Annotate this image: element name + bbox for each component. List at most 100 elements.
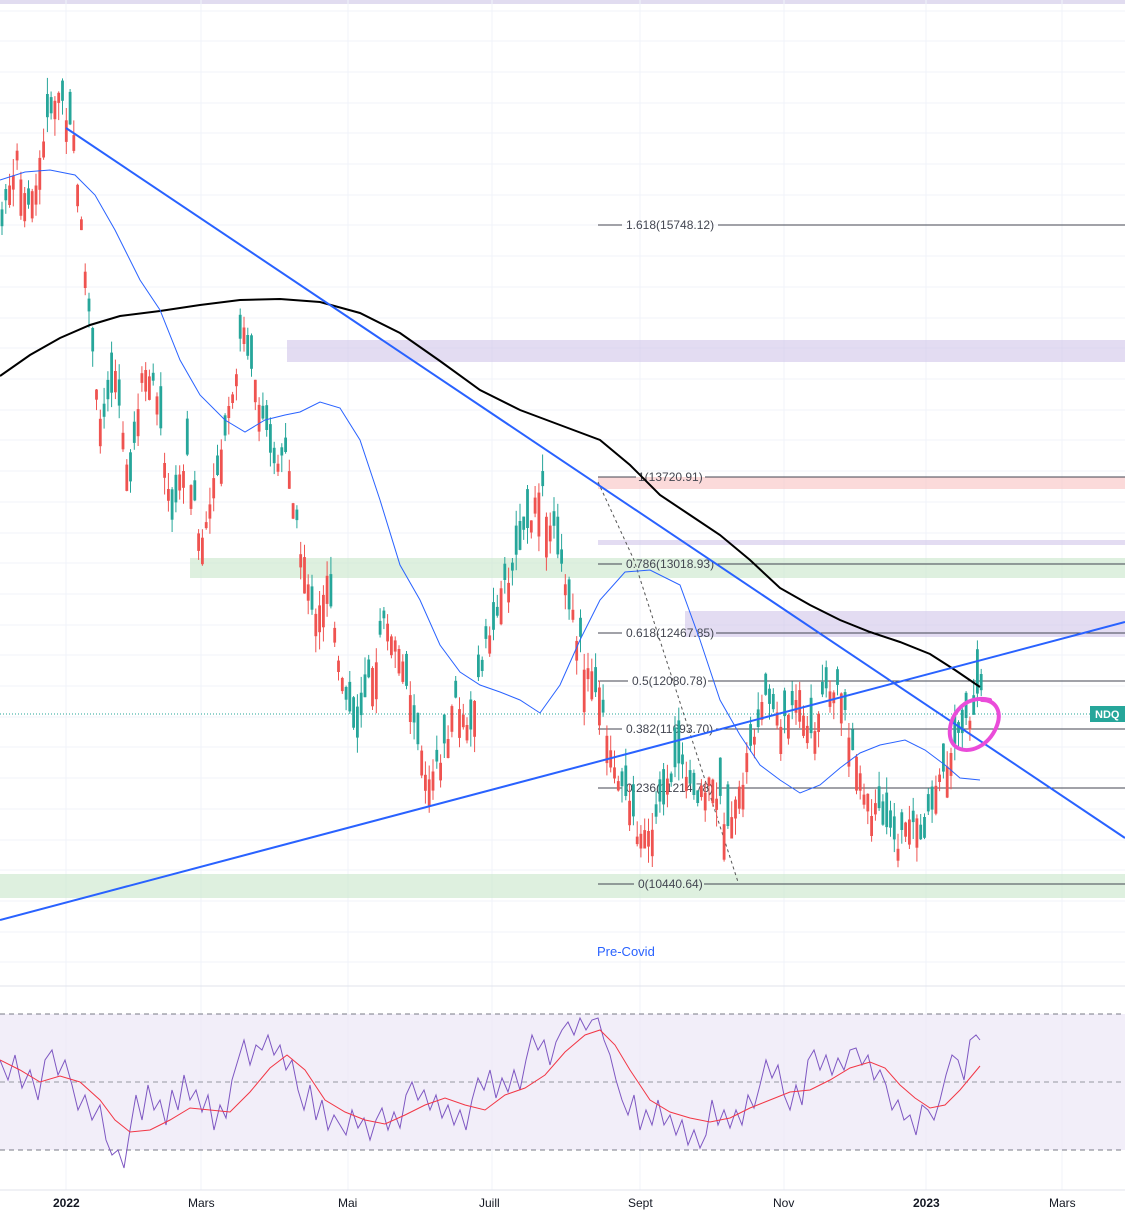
candle-body [817,713,820,732]
candle-body [545,516,548,558]
candle-body [896,848,900,861]
candle-body [851,729,855,751]
candle-body [72,135,76,151]
candle-body [454,680,458,698]
candle-body [862,794,866,805]
candle-body [450,706,454,732]
candle-body [915,818,919,848]
ticker-badge[interactable]: NDQ [1090,706,1125,722]
candle-body [718,757,722,796]
fib-label-05: 0.5(12080.78) [632,674,707,688]
candle-body [11,175,15,190]
candle-body [359,692,363,716]
ma-20-line [0,169,981,794]
candle-body [98,418,102,447]
x-tick-2023: 2023 [913,1196,940,1210]
candle-body [68,91,72,125]
fib-label-1618: 1.618(15748.12) [626,218,714,232]
x-tick-juill: Juill [479,1196,500,1210]
candle-body [163,463,166,478]
candle-body [798,690,802,722]
candle-body [148,376,151,400]
candle-body [42,141,45,158]
candle-body [654,804,658,817]
candle-body [775,712,779,726]
candle-body [900,812,904,830]
candle-body [976,649,979,694]
candle-body [794,700,798,713]
fib-label-0236: 0.236(11214.78) [626,781,713,795]
candle-body [594,667,597,693]
candle-body [480,659,484,671]
candle-body [261,405,265,419]
candle-body [768,688,771,704]
candle-body [401,661,405,682]
candle-body [125,464,129,491]
candle-body [790,691,794,706]
candle-body [216,455,219,475]
x-tick-2022: 2022 [53,1196,80,1210]
candle-body [446,739,450,758]
candle-body [374,662,378,700]
candle-body [197,533,200,551]
candle-body [269,424,272,453]
candle-body [382,610,386,619]
highlight-circle [947,696,1001,752]
candle-body [571,609,575,620]
candle-body [458,709,461,738]
candle-body [749,724,752,746]
candle-body [684,776,688,792]
candle-body [473,701,476,737]
candle-body [477,654,480,678]
grid-main [0,10,1125,963]
candle-body [431,771,435,791]
candle-body [874,803,877,815]
candle-body [250,335,253,369]
x-tick-mai: Mai [338,1196,357,1210]
x-tick-nov: Nov [773,1196,794,1210]
candle-body [866,793,870,812]
candle-body [703,792,707,811]
candle-body [930,786,934,810]
candle-body [140,373,144,383]
candle-body [64,120,68,142]
candle-body [624,765,628,796]
zone-green-mid [190,558,1125,578]
candle-body [764,673,768,695]
candle-body [605,735,609,764]
candle-body [673,727,677,768]
candle-body [416,712,420,745]
candle-body [356,706,359,738]
candle-body [208,504,212,519]
candle-body [178,474,182,491]
candle-body [412,705,416,723]
candle-body [121,432,125,450]
descending-trendline [65,127,1125,839]
candle-body [877,786,881,809]
candle-body [552,511,556,526]
candle-body [855,756,858,791]
candle-body [144,370,148,392]
candle-body [787,715,790,739]
candle-body [344,687,348,700]
candle-body [858,773,862,791]
candle-body [306,584,310,601]
candle-body [185,418,189,455]
candle-body [136,409,140,437]
candle-body [219,449,223,484]
candle-body [832,692,836,704]
candle-body [745,753,749,773]
candle-body [442,714,446,744]
candle-body [802,715,805,736]
candle-body [405,653,408,686]
candle-body [741,784,745,810]
candle-body [420,750,424,776]
candle-body [809,697,813,734]
candle-body [711,779,715,804]
candle-body [647,831,650,847]
candle-body [613,767,616,779]
candle-body [8,185,11,205]
candle-body [730,817,734,839]
